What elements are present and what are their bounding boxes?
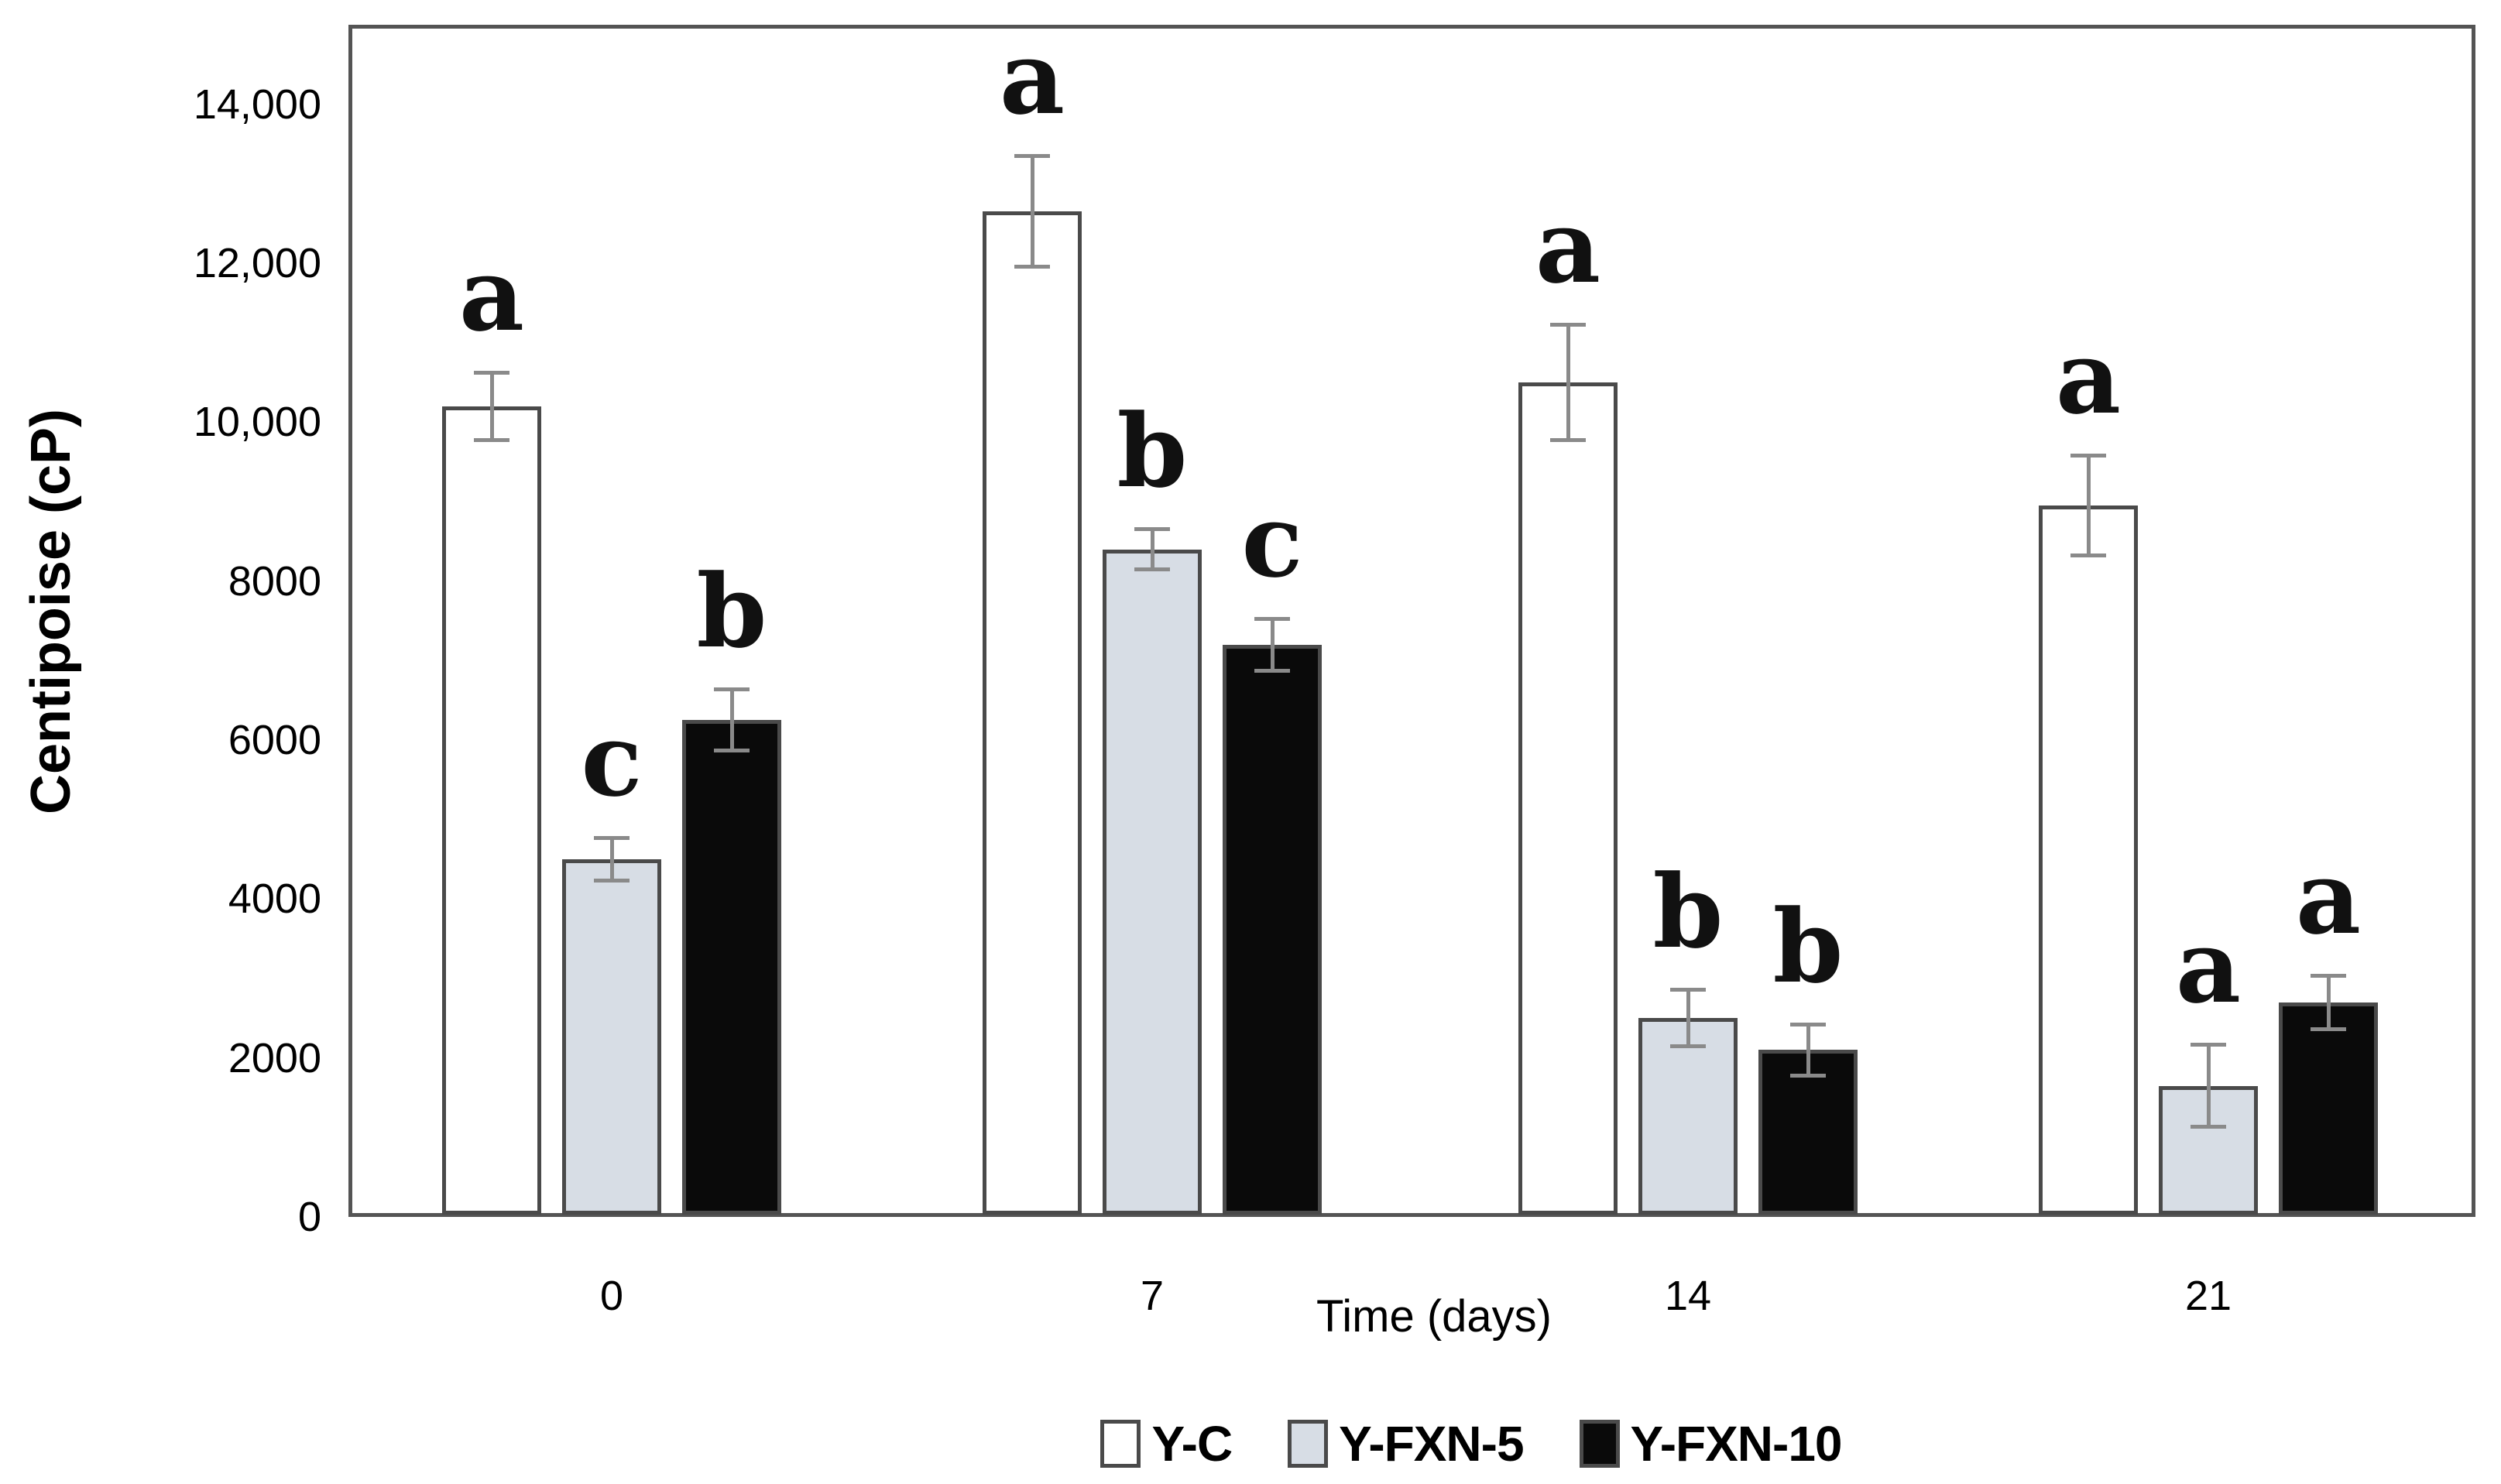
error-bar-cap-bottom — [1014, 265, 1050, 269]
bar-Y-C-day0 — [442, 406, 541, 1215]
error-bar-cap-bottom — [1670, 1044, 1706, 1049]
bar-Y-FXN-10-day7 — [1223, 644, 1322, 1215]
error-bar-cap-top — [474, 370, 509, 375]
sig-letter: c — [581, 701, 643, 820]
x-tick-label: 21 — [2184, 1273, 2232, 1319]
bar-Y-FXN-5-day0 — [562, 859, 661, 1215]
error-bar-cap-top — [1134, 526, 1170, 531]
sig-letter: a — [2055, 318, 2122, 437]
y-tick-label: 6000 — [228, 717, 321, 763]
error-bar-cap-bottom — [1790, 1074, 1826, 1078]
bar-Y-C-day14 — [1518, 382, 1618, 1215]
y-tick-label: 14,000 — [193, 81, 321, 128]
error-bar-cap-bottom — [1254, 668, 1290, 673]
legend-swatch-y-fxn-5-icon — [1288, 1420, 1329, 1468]
sig-letter: a — [1535, 187, 1601, 307]
bar-Y-FXN-5-day14 — [1638, 1018, 1738, 1215]
error-bar-cap-bottom — [1134, 567, 1170, 572]
error-bar-cap-top — [2070, 454, 2106, 458]
sig-letter: a — [999, 19, 1065, 138]
x-axis-title: Time (days) — [1316, 1291, 1552, 1342]
legend-label-y-c: Y-C — [1151, 1416, 1233, 1472]
sig-letter: b — [1652, 852, 1724, 972]
y-tick-label: 8000 — [228, 557, 321, 605]
error-bar — [1031, 156, 1034, 268]
error-bar — [1806, 1023, 1810, 1077]
error-bar-cap-top — [2311, 973, 2346, 978]
legend-item-y-fxn-10: Y-FXN-10 — [1579, 1415, 1843, 1472]
legend-swatch-y-c-icon — [1100, 1420, 1141, 1468]
error-bar-cap-top — [2191, 1043, 2226, 1047]
y-axis-title: Centipoise (cP) — [20, 408, 82, 815]
error-bar-cap-bottom — [594, 878, 630, 883]
error-bar-cap-top — [714, 687, 750, 692]
legend-label-y-fxn-5: Y-FXN-5 — [1339, 1416, 1524, 1472]
error-bar-cap-top — [1014, 154, 1050, 159]
bar-Y-C-day7 — [983, 211, 1082, 1215]
error-bar-cap-top — [1254, 616, 1290, 621]
sig-letter: a — [458, 235, 525, 354]
error-bar — [490, 372, 494, 440]
y-tick-label: 0 — [297, 1194, 321, 1240]
error-bar — [2327, 975, 2331, 1030]
error-bar — [2207, 1044, 2211, 1127]
error-bar — [2087, 455, 2091, 556]
bar-Y-FXN-5-day7 — [1103, 549, 1202, 1215]
legend-item-y-c: Y-C — [1100, 1415, 1233, 1472]
sig-letter: a — [2175, 907, 2242, 1026]
sig-letter: b — [696, 552, 767, 671]
error-bar-cap-bottom — [1550, 437, 1586, 442]
legend-item-y-fxn-5: Y-FXN-5 — [1288, 1415, 1525, 1472]
error-bar-cap-bottom — [474, 437, 509, 442]
y-tick-label: 12,000 — [193, 240, 321, 286]
error-bar-cap-bottom — [2311, 1026, 2346, 1031]
chart-legend: Y-C Y-FXN-5 Y-FXN-10 — [0, 1409, 2501, 1479]
error-bar-cap-top — [594, 836, 630, 841]
sig-letter: b — [1772, 886, 1844, 1006]
sig-letter: a — [2295, 838, 2362, 957]
bar-Y-FXN-10-day0 — [682, 720, 781, 1215]
error-bar — [730, 689, 734, 752]
error-bar — [1686, 989, 1690, 1047]
legend-label-y-fxn-10: Y-FXN-10 — [1630, 1416, 1843, 1472]
error-bar-cap-top — [1670, 988, 1706, 992]
error-bar — [1151, 528, 1154, 571]
x-tick-label: 14 — [1664, 1273, 1712, 1319]
error-bar-cap-bottom — [2070, 553, 2106, 557]
sig-letter: b — [1117, 391, 1188, 510]
x-tick-label: 0 — [599, 1273, 624, 1319]
error-bar — [1566, 324, 1570, 440]
error-bar — [1271, 618, 1275, 671]
y-tick-label: 4000 — [228, 876, 321, 923]
y-tick-label: 10,000 — [193, 399, 321, 446]
error-bar — [610, 838, 614, 881]
error-bar-cap-bottom — [2191, 1124, 2226, 1129]
bar-Y-C-day21 — [2039, 506, 2138, 1215]
x-tick-label: 7 — [1140, 1273, 1165, 1319]
error-bar-cap-top — [1790, 1022, 1826, 1026]
sig-letter: c — [1241, 481, 1303, 600]
error-bar-cap-bottom — [714, 749, 750, 753]
y-tick-label: 2000 — [228, 1034, 321, 1081]
error-bar-cap-top — [1550, 323, 1586, 327]
bar-Y-FXN-10-day21 — [2279, 1002, 2378, 1215]
legend-swatch-y-fxn-10-icon — [1579, 1420, 1620, 1468]
